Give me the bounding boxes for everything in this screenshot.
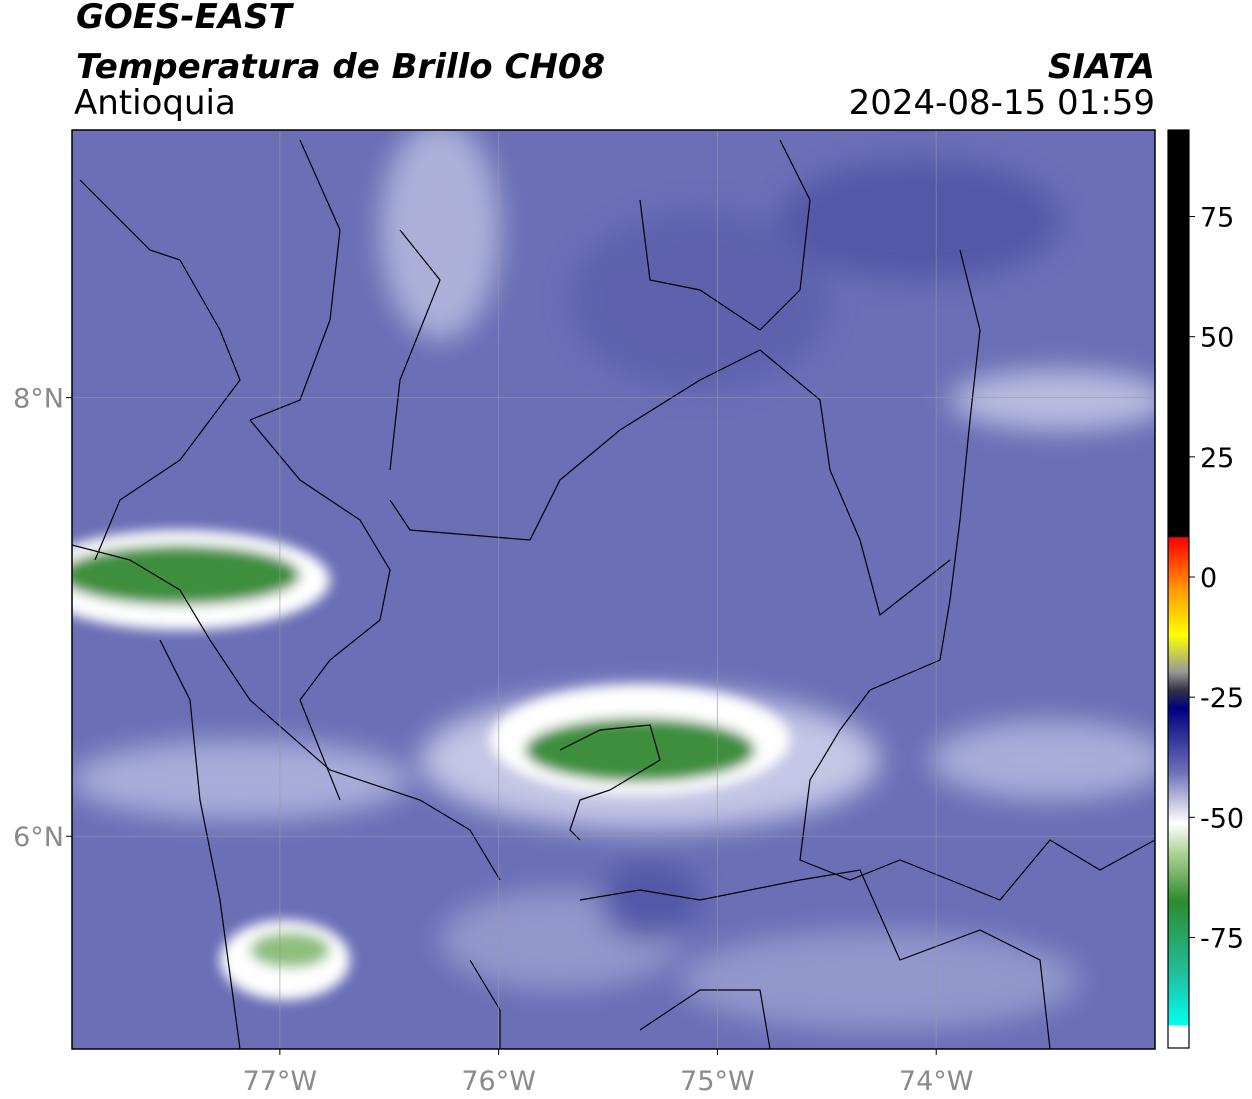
- source: SIATA: [1048, 47, 1155, 87]
- region: Antioquia: [74, 83, 236, 123]
- map-frame: [71, 129, 1156, 1050]
- colorbar-tick-label: -50: [1200, 803, 1244, 834]
- x-tick-label: 77°W: [243, 1066, 318, 1097]
- x-tick-label: 75°W: [680, 1066, 755, 1097]
- datetime: 2024-08-15 01:59: [849, 83, 1155, 123]
- x-tick-label: 74°W: [899, 1066, 974, 1097]
- colorbar-tick-label: 50: [1200, 323, 1234, 354]
- subtitle: Temperatura de Brillo CH08: [76, 47, 605, 87]
- colorbar-tick-label: -75: [1200, 923, 1244, 954]
- y-tick-label: 6°N: [13, 822, 64, 853]
- colorbar: [1167, 129, 1190, 1049]
- satellite-image: [72, 130, 1155, 1049]
- colorbar-tick-label: -25: [1200, 683, 1244, 714]
- colorbar-tick-label: 0: [1200, 563, 1217, 594]
- colorbar-tick-label: 75: [1200, 203, 1234, 234]
- x-tick-label: 76°W: [461, 1066, 536, 1097]
- title: GOES-EAST: [76, 0, 295, 37]
- colorbar-tick-label: 25: [1200, 443, 1234, 474]
- y-tick-label: 8°N: [13, 384, 64, 415]
